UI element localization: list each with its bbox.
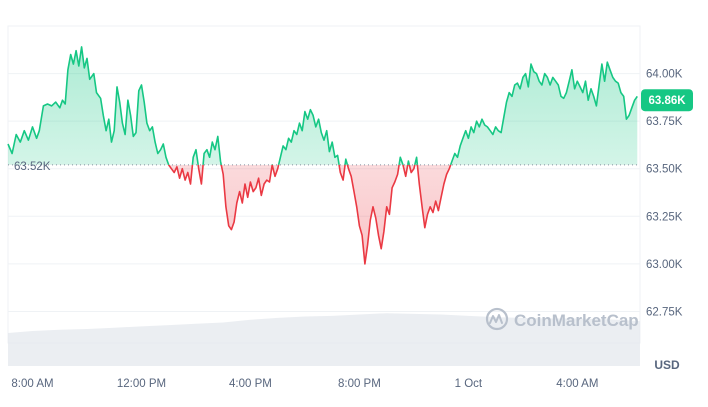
x-tick-label: 4:00 AM <box>556 378 598 390</box>
y-tick-label: 63.75K <box>646 116 683 128</box>
x-tick-label: 8:00 PM <box>338 378 381 390</box>
x-axis: 8:00 AM 12:00 PM 4:00 PM 8:00 PM 1 Oct 4:00 A… <box>11 378 598 390</box>
x-tick-label: 12:00 PM <box>117 378 166 390</box>
x-tick-label: 8:00 AM <box>11 378 53 390</box>
y-axis: 64.00K 63.75K 63.50K 63.25K 63.00K 62.75K <box>646 69 683 319</box>
price-line-up <box>7 46 638 165</box>
volume-area <box>8 313 640 366</box>
currency-label: USD <box>654 358 680 372</box>
baseline-label: 63.52K <box>14 161 51 173</box>
watermark: CoinMarketCap <box>485 307 639 331</box>
price-line <box>7 46 638 265</box>
current-price-badge: 63.86K <box>641 89 693 112</box>
area-down <box>168 164 451 264</box>
x-tick-label: 4:00 PM <box>229 378 272 390</box>
current-price-label: 63.86K <box>648 95 686 107</box>
y-tick-label: 63.25K <box>646 211 683 223</box>
y-tick-label: 64.00K <box>646 69 683 81</box>
y-tick-label: 63.00K <box>646 259 683 271</box>
volume-bars <box>8 313 640 366</box>
coinmarketcap-logo-icon <box>485 307 509 331</box>
y-tick-label: 63.50K <box>646 164 683 176</box>
watermark-text: CoinMarketCap <box>514 311 639 330</box>
y-tick-label: 62.75K <box>646 306 683 318</box>
x-tick-label: 1 Oct <box>455 378 483 390</box>
area-up <box>8 46 638 165</box>
price-area <box>8 46 638 264</box>
current-price-badge-bg <box>641 89 693 112</box>
